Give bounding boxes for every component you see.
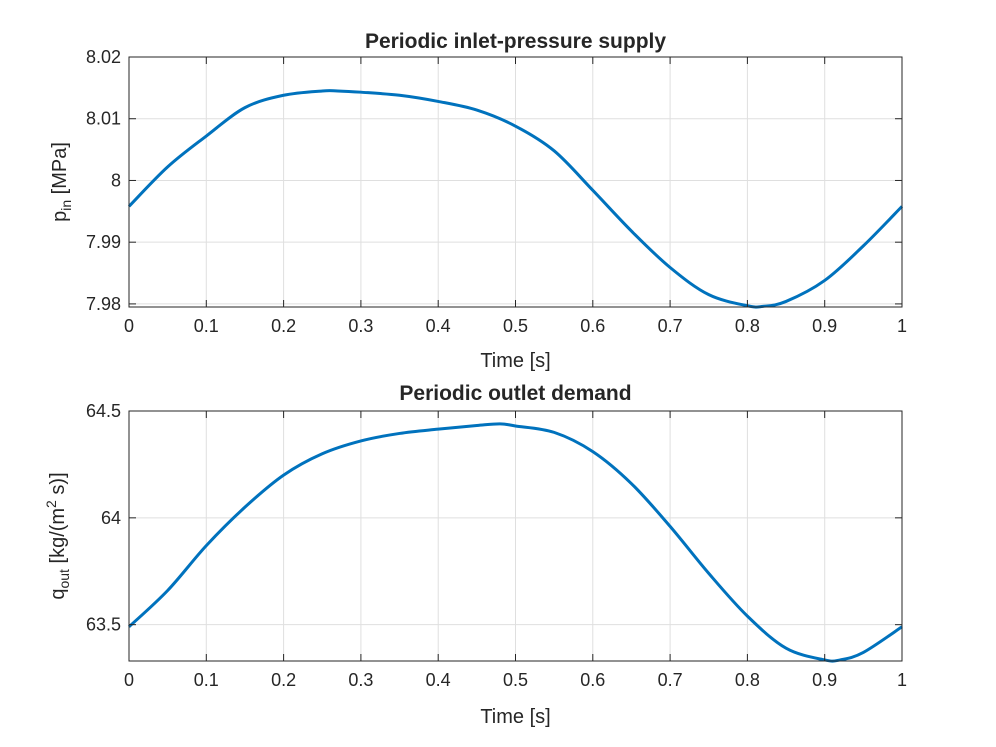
outlet-demand-x-tick-label: 0.3 (348, 670, 373, 690)
inlet-pressure-y-tick-label: 7.99 (86, 232, 121, 252)
inlet-pressure-x-tick-label: 0.6 (580, 316, 605, 336)
outlet-demand-title: Periodic outlet demand (399, 382, 631, 405)
outlet-demand-x-label: Time [s] (480, 706, 550, 728)
inlet-pressure-y-tick-label: 8.02 (86, 47, 121, 67)
outlet-demand-x-tick-label: 0.4 (426, 670, 451, 690)
inlet-pressure-y-tick-label: 8.01 (86, 109, 121, 129)
outlet-demand-y-label-unit-start: [kg/(m (47, 508, 69, 569)
outlet-demand-x-tick-label: 0.9 (812, 670, 837, 690)
inlet-pressure-x-tick-label: 0.9 (812, 316, 837, 336)
inlet-pressure-x-label: Time [s] (480, 350, 550, 372)
inlet-pressure-title: Periodic inlet-pressure supply (365, 30, 666, 53)
outlet-demand-x-tick-label: 0.1 (194, 670, 219, 690)
outlet-demand-y-label-base: q (47, 589, 69, 600)
outlet-demand-y-label-unit-end: s)] (47, 472, 69, 500)
inlet-pressure-x-tick-label: 0 (124, 316, 134, 336)
outlet-demand-x-tick-label: 0.8 (735, 670, 760, 690)
inlet-pressure-x-tick-label: 1 (897, 316, 907, 336)
inlet-pressure-x-tick-label: 0.7 (658, 316, 683, 336)
inlet-pressure-x-tick-label: 0.4 (426, 316, 451, 336)
outlet-demand-y-tick-label: 64 (101, 508, 121, 528)
outlet-demand-x-tick-label: 0 (124, 670, 134, 690)
outlet-demand-y-label-subscript: out (56, 569, 72, 589)
inlet-pressure-axes: 0 0.1 0.2 0.3 0.4 0.5 0.6 0.7 0.8 0.9 1 7.98 7.99 8 8.… (49, 30, 907, 372)
outlet-demand-x-tick-label: 1 (897, 670, 907, 690)
outlet-demand-y-tick-label: 63.5 (86, 615, 121, 635)
inlet-pressure-x-tick-label: 0.5 (503, 316, 528, 336)
inlet-pressure-x-tick-label: 0.8 (735, 316, 760, 336)
outlet-demand-series-line (127, 422, 903, 663)
inlet-pressure-x-tick-label: 0.1 (194, 316, 219, 336)
inlet-pressure-y-label: pin [MPa] (49, 142, 74, 222)
inlet-pressure-x-tick-label: 0.3 (348, 316, 373, 336)
inlet-pressure-y-tick-label: 8 (111, 170, 121, 190)
inlet-pressure-y-tick-label: 7.98 (86, 294, 121, 314)
outlet-demand-x-tick-label: 0.2 (271, 670, 296, 690)
outlet-demand-y-tick-label: 64.5 (86, 401, 121, 421)
inlet-pressure-y-label-base: p (49, 211, 71, 222)
inlet-pressure-y-label-unit: [MPa] (49, 142, 71, 200)
inlet-pressure-ticks: 0 0.1 0.2 0.3 0.4 0.5 0.6 0.7 0.8 0.9 1 7.98 7.99 8 8.… (86, 47, 907, 336)
inlet-pressure-series-line (127, 89, 904, 309)
outlet-demand-axes: 0 0.1 0.2 0.3 0.4 0.5 0.6 0.7 0.8 0.9 163.56464.5 … (43, 382, 907, 728)
inlet-pressure-x-tick-label: 0.2 (271, 316, 296, 336)
outlet-demand-x-tick-label: 0.7 (658, 670, 683, 690)
outlet-demand-x-tick-label: 0.6 (580, 670, 605, 690)
inlet-pressure-y-label-subscript: in (58, 200, 74, 211)
outlet-demand-y-label: qout [kg/(m2 s)] (43, 472, 72, 599)
outlet-demand-y-label-superscript: 2 (43, 500, 59, 508)
outlet-demand-x-tick-label: 0.5 (503, 670, 528, 690)
outlet-demand-ticks: 0 0.1 0.2 0.3 0.4 0.5 0.6 0.7 0.8 0.9 1 63.5 64 64.5 (86, 401, 907, 690)
